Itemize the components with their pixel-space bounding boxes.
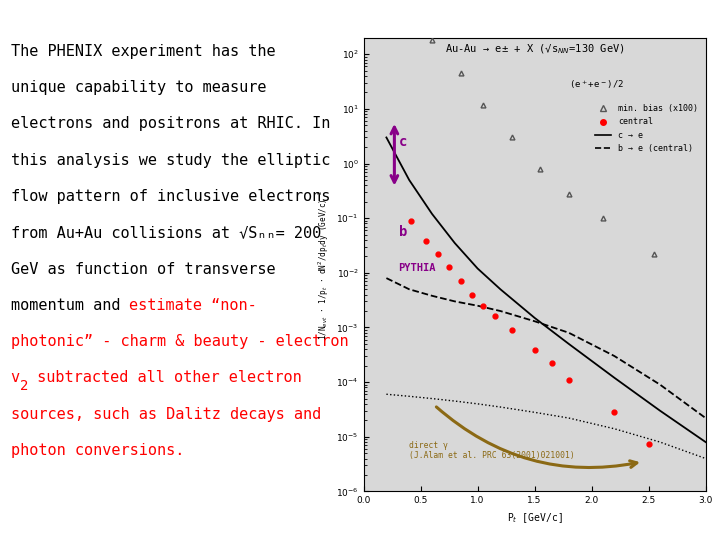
Text: flow pattern of inclusive electrons: flow pattern of inclusive electrons: [11, 189, 330, 204]
Text: momentum and: momentum and: [11, 298, 129, 313]
Text: PYTHIA: PYTHIA: [397, 264, 436, 273]
Text: (e$^+$+e$^-$)/2: (e$^+$+e$^-$)/2: [569, 79, 624, 91]
Text: v: v: [11, 370, 19, 386]
Text: Au-Au → e± + X (√s$_{NN}$=130 GeV): Au-Au → e± + X (√s$_{NN}$=130 GeV): [445, 42, 624, 56]
X-axis label: P$_t$ [GeV/c]: P$_t$ [GeV/c]: [507, 511, 562, 525]
Text: direct γ
(J.Alam et al. PRC 63(2001)021001): direct γ (J.Alam et al. PRC 63(2001)0210…: [409, 441, 575, 460]
Text: unique capability to measure: unique capability to measure: [11, 80, 266, 95]
Text: b: b: [399, 225, 408, 239]
Text: this analysis we study the elliptic: this analysis we study the elliptic: [11, 153, 330, 168]
Text: 2: 2: [19, 379, 28, 393]
Text: electrons and positrons at RHIC. In: electrons and positrons at RHIC. In: [11, 117, 330, 131]
Text: photon conversions.: photon conversions.: [11, 443, 184, 458]
Text: photonic” - charm & beauty - electron: photonic” - charm & beauty - electron: [11, 334, 348, 349]
Text: The PHENIX experiment has the: The PHENIX experiment has the: [11, 44, 275, 59]
Text: sources, such as Dalitz decays and: sources, such as Dalitz decays and: [11, 407, 321, 422]
Text: estimate “non-: estimate “non-: [129, 298, 257, 313]
Legend: min. bias (x100), central, c → e, b → e (central): min. bias (x100), central, c → e, b → e …: [591, 101, 701, 156]
Text: c: c: [399, 135, 408, 149]
Text: GeV as function of transverse: GeV as function of transverse: [11, 261, 275, 276]
Text: from Au+Au collisions at √Sₙₙ= 200: from Au+Au collisions at √Sₙₙ= 200: [11, 225, 321, 240]
Y-axis label: 1/N$_{evt}$ · 1/p$_t$ · dN$^2$/dp$_t$dy (GeV/c)$^{-2}$: 1/N$_{evt}$ · 1/p$_t$ · dN$^2$/dp$_t$dy …: [316, 189, 330, 340]
Text: subtracted all other electron: subtracted all other electron: [28, 370, 302, 386]
